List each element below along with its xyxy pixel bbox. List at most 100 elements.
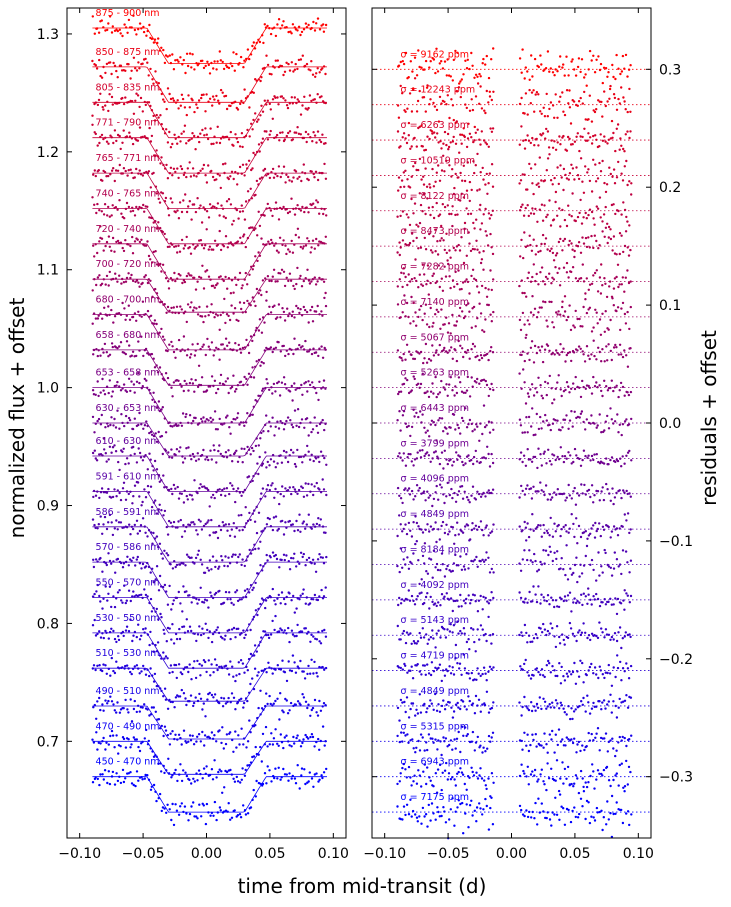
flux-point	[246, 283, 249, 286]
residual-point	[548, 545, 551, 548]
residual-point	[454, 553, 457, 557]
flux-point	[196, 280, 199, 283]
flux-point	[218, 665, 221, 669]
residual-point	[421, 806, 425, 810]
residual-point	[582, 696, 585, 700]
residual-point	[626, 667, 630, 670]
flux-point	[274, 34, 278, 38]
flux-point	[300, 630, 304, 633]
transit-model-line	[92, 101, 327, 139]
flux-point	[174, 101, 178, 104]
flux-point	[256, 674, 259, 677]
flux-point	[301, 555, 304, 559]
flux-point	[260, 636, 263, 639]
flux-point	[263, 349, 266, 352]
flux-point	[203, 744, 206, 747]
flux-point	[256, 462, 259, 465]
flux-point	[316, 675, 319, 678]
flux-point	[310, 633, 313, 636]
residual-point	[600, 490, 603, 493]
residual-point	[468, 776, 471, 779]
residual-point	[418, 774, 421, 777]
flux-point	[121, 277, 124, 281]
residual-point	[573, 597, 576, 600]
residual-point	[554, 458, 557, 462]
residual-point	[479, 560, 482, 563]
flux-point	[258, 254, 262, 257]
residual-point	[571, 717, 574, 721]
flux-point	[291, 310, 294, 313]
residual-point	[440, 788, 443, 792]
flux-point	[286, 307, 289, 310]
flux-point	[221, 521, 224, 524]
residual-point	[452, 624, 456, 627]
flux-point	[302, 245, 305, 248]
flux-point	[175, 305, 179, 308]
residual-point	[614, 460, 617, 464]
residual-point	[463, 782, 466, 786]
residual-point	[449, 458, 452, 461]
flux-point	[258, 455, 261, 459]
flux-point	[287, 740, 290, 743]
residual-point	[545, 788, 548, 792]
residual-point	[427, 496, 430, 499]
residual-point	[564, 524, 567, 527]
flux-point	[195, 529, 198, 532]
flux-point	[138, 285, 141, 288]
flux-point	[162, 628, 165, 632]
flux-point	[268, 27, 271, 30]
residual-point	[417, 489, 420, 492]
flux-point	[260, 237, 263, 240]
flux-point	[176, 738, 179, 741]
flux-point	[319, 240, 323, 244]
flux-point	[285, 349, 288, 352]
flux-point	[160, 479, 163, 482]
left-x-tick-label: −0.10	[58, 846, 101, 862]
flux-point	[158, 49, 162, 52]
flux-point	[318, 313, 321, 316]
flux-point	[262, 669, 265, 672]
flux-point	[185, 382, 188, 385]
flux-point	[149, 279, 152, 282]
residual-point	[533, 768, 537, 772]
flux-point	[101, 570, 104, 573]
residual-point	[532, 674, 535, 677]
residual-point	[521, 668, 525, 671]
flux-point	[157, 474, 161, 477]
flux-point	[125, 340, 129, 343]
residual-point	[527, 415, 531, 419]
flux-point	[292, 735, 295, 739]
flux-point	[207, 659, 210, 662]
residual-point	[572, 522, 575, 526]
flux-point	[98, 594, 101, 598]
flux-point	[252, 41, 255, 44]
flux-point	[301, 205, 304, 209]
flux-point	[192, 743, 196, 746]
residual-point	[487, 828, 491, 831]
residual-point	[581, 703, 584, 706]
flux-point	[307, 106, 310, 110]
flux-point	[194, 245, 197, 249]
flux-point	[186, 303, 190, 306]
residual-point	[571, 741, 575, 745]
residual-point	[446, 564, 449, 568]
residual-point	[580, 483, 583, 486]
residual-point	[431, 629, 434, 632]
residual-point	[473, 594, 476, 597]
flux-point	[237, 555, 240, 559]
residual-point	[534, 633, 538, 636]
flux-point	[242, 383, 245, 387]
residual-point	[448, 818, 451, 821]
flux-point	[97, 523, 101, 526]
flux-point	[284, 354, 287, 358]
flux-point	[224, 216, 227, 220]
flux-point	[137, 28, 140, 31]
flux-point	[163, 509, 167, 513]
flux-point	[133, 699, 136, 703]
flux-point	[190, 556, 193, 559]
residual-point	[548, 603, 551, 606]
residual-point	[536, 823, 539, 826]
flux-point	[106, 781, 109, 785]
residual-point	[609, 499, 612, 502]
residual-point	[621, 735, 624, 739]
